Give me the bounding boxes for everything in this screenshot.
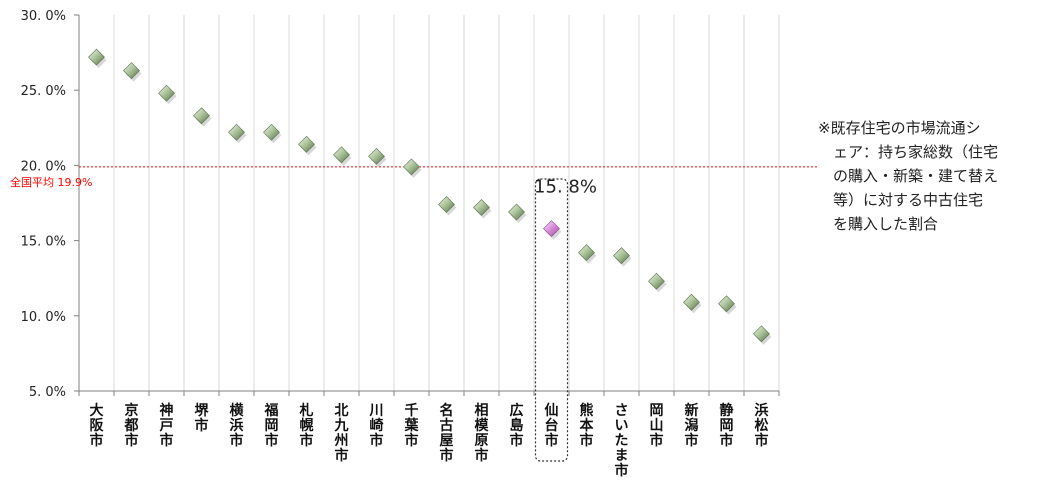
- x-category-label: 戸: [160, 418, 174, 434]
- x-category-label: 潟: [685, 417, 699, 434]
- x-category-label: 名: [440, 402, 454, 419]
- data-point: [368, 147, 385, 165]
- data-point: [123, 62, 140, 80]
- x-category-label: 崎: [370, 417, 384, 434]
- x-category-label: た: [615, 433, 629, 449]
- data-point: [403, 158, 420, 176]
- data-point: [718, 295, 735, 313]
- x-category-label: 静: [720, 402, 734, 419]
- x-category-label: 松: [755, 417, 769, 434]
- data-point: [578, 244, 595, 262]
- data-point-highlight: [543, 220, 560, 237]
- x-category-label: 相: [475, 402, 489, 419]
- y-tick-label: 15. 0%: [21, 235, 66, 250]
- x-category-label: 堺: [195, 402, 210, 419]
- x-category-label: ま: [615, 448, 629, 464]
- x-category-label: 神: [160, 402, 174, 419]
- highlight-box: [534, 178, 569, 462]
- data-point: [228, 123, 245, 141]
- x-category-label: 札: [299, 402, 314, 419]
- x-category-label: 市: [720, 432, 734, 449]
- data-point: [88, 48, 105, 66]
- x-category-label: 市: [615, 462, 629, 479]
- x-category-label: 山: [650, 418, 664, 434]
- x-category-label: 市: [160, 432, 174, 449]
- x-category-label: 阪: [90, 418, 105, 434]
- x-category-label: 市: [90, 432, 104, 449]
- x-category-label: 葉: [404, 417, 420, 434]
- x-category-label: 市: [475, 447, 489, 464]
- y-tick-label: 20. 0%: [21, 159, 66, 174]
- data-point: [683, 293, 700, 311]
- data-point: [193, 107, 210, 125]
- x-category-label: 市: [125, 432, 139, 449]
- x-category-label: 台: [545, 417, 559, 434]
- x-category-label: 都: [124, 418, 139, 434]
- data-point: [263, 123, 280, 141]
- x-category-label: 市: [440, 447, 454, 464]
- data-point: [438, 196, 455, 213]
- x-category-label: 大: [90, 402, 104, 419]
- y-tick-label: 25. 0%: [21, 84, 66, 99]
- x-category-label: 京: [125, 402, 139, 419]
- x-category-label: 北: [335, 403, 349, 419]
- x-category-label: 市: [300, 432, 314, 449]
- x-category-label: さ: [615, 403, 629, 419]
- x-category-label: 市: [195, 417, 209, 434]
- x-category-label: 市: [580, 432, 594, 449]
- x-category-label: 古: [440, 417, 454, 434]
- x-category-label: 屋: [440, 433, 454, 449]
- data-point: [158, 84, 175, 102]
- x-category-label: 幌: [300, 417, 314, 434]
- data-point: [753, 325, 770, 343]
- x-category-label: い: [615, 418, 629, 434]
- chart-note: ※既存住宅の市場流通シ ェア：持ち家総数（住宅 の購入・新築・建て替え 等）に対…: [818, 119, 999, 233]
- x-category-label: 浜: [755, 402, 769, 419]
- x-category-label: 島: [510, 417, 524, 434]
- data-point: [333, 146, 350, 164]
- x-category-label: 熊: [580, 402, 594, 419]
- x-category-label: 市: [230, 432, 244, 449]
- x-category-label: 岡: [265, 418, 279, 434]
- x-category-label: 市: [265, 432, 279, 449]
- average-label: 全国平均 19.9%: [10, 175, 92, 189]
- x-category-label: 市: [335, 447, 349, 464]
- x-category-label: 原: [475, 433, 489, 449]
- x-category-label: 本: [580, 417, 595, 434]
- x-category-label: 市: [370, 432, 384, 449]
- x-category-label: 仙: [545, 402, 559, 419]
- x-category-label: 市: [405, 432, 419, 449]
- x-category-label: 岡: [720, 418, 734, 434]
- data-point: [613, 247, 630, 265]
- x-category-label: 広: [510, 402, 524, 419]
- x-category-label: 新: [685, 402, 699, 419]
- x-category-label: 岡: [650, 403, 664, 419]
- y-tick-label: 10. 0%: [21, 310, 66, 325]
- x-category-label: 福: [264, 402, 279, 419]
- x-category-label: 市: [545, 432, 559, 449]
- x-category-label: 浜: [230, 417, 244, 434]
- data-point: [648, 272, 665, 290]
- x-category-label: 市: [755, 432, 769, 449]
- highlight-value-label: 15. 8%: [534, 177, 597, 198]
- data-point: [473, 199, 490, 216]
- x-category-label: 横: [230, 402, 245, 419]
- y-tick-label: 30. 0%: [21, 9, 66, 24]
- x-category-label: 市: [685, 432, 699, 449]
- data-point: [508, 203, 525, 221]
- x-category-label: 川: [369, 403, 384, 419]
- x-category-label: 千: [405, 402, 419, 419]
- x-category-label: 九: [334, 418, 349, 434]
- x-category-label: 市: [510, 432, 524, 449]
- y-tick-label: 5. 0%: [29, 385, 66, 400]
- data-point: [298, 135, 315, 153]
- x-category-label: 州: [334, 433, 349, 449]
- x-category-label: 模: [475, 417, 490, 434]
- x-category-label: 市: [650, 432, 664, 449]
